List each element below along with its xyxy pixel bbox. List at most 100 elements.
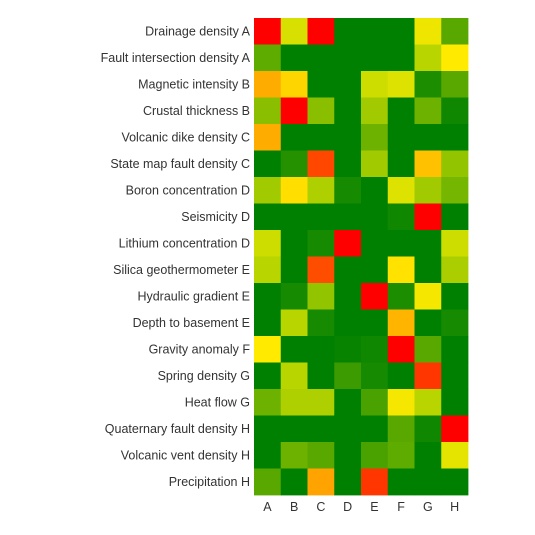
heatmap-cell bbox=[280, 283, 308, 310]
heatmap-cell bbox=[334, 309, 362, 337]
heatmap-cell bbox=[280, 97, 308, 125]
row-label: Gravity anomaly F bbox=[149, 342, 251, 356]
heatmap-cell bbox=[307, 309, 335, 337]
heatmap-cell bbox=[387, 415, 415, 443]
heatmap-cell bbox=[280, 256, 308, 284]
heatmap-cell bbox=[307, 18, 335, 45]
heatmap-cell bbox=[280, 150, 308, 178]
heatmap-cell bbox=[254, 309, 282, 337]
heatmap-cell bbox=[334, 389, 362, 416]
heatmap-cell bbox=[441, 415, 469, 443]
heatmap-cell bbox=[441, 389, 469, 416]
heatmap-cell bbox=[387, 177, 415, 204]
heatmap-cell bbox=[254, 177, 282, 204]
heatmap-cell bbox=[441, 150, 469, 178]
heatmap-cell bbox=[361, 203, 389, 231]
heatmap-cell bbox=[334, 230, 362, 257]
heatmap-cell bbox=[361, 256, 389, 284]
heatmap-cell bbox=[441, 442, 469, 469]
heatmap-cell bbox=[254, 256, 282, 284]
heatmap-cell bbox=[254, 97, 282, 125]
row-label: Quaternary fault density H bbox=[105, 422, 250, 436]
heatmap-cell bbox=[280, 44, 308, 72]
heatmap-cell bbox=[414, 256, 442, 284]
heatmap-cell bbox=[280, 389, 308, 416]
heatmap-cell bbox=[334, 442, 362, 469]
heatmap-cell bbox=[361, 230, 389, 257]
heatmap-cell bbox=[387, 150, 415, 178]
heatmap-cell bbox=[334, 256, 362, 284]
heatmap-cell bbox=[414, 150, 442, 178]
heatmap-cell bbox=[387, 18, 415, 45]
heatmap-cell bbox=[307, 150, 335, 178]
column-label: E bbox=[370, 500, 378, 514]
heatmap-cell bbox=[307, 362, 335, 390]
heatmap-cell bbox=[334, 203, 362, 231]
heatmap-cell bbox=[280, 18, 308, 45]
heatmap-cell bbox=[441, 71, 469, 98]
heatmap-cell bbox=[361, 150, 389, 178]
heatmap-cell bbox=[414, 362, 442, 390]
heatmap-cell bbox=[280, 415, 308, 443]
column-label: C bbox=[316, 500, 325, 514]
heatmap-cell bbox=[441, 309, 469, 337]
heatmap-cell bbox=[361, 44, 389, 72]
heatmap-cell bbox=[414, 336, 442, 363]
heatmap-cell bbox=[280, 442, 308, 469]
heatmap-cell bbox=[414, 389, 442, 416]
row-label: Volcanic dike density C bbox=[121, 130, 250, 144]
heatmap-cell bbox=[414, 97, 442, 125]
row-label: Heat flow G bbox=[185, 395, 250, 409]
heatmap-cell bbox=[254, 230, 282, 257]
heatmap-cell bbox=[361, 468, 389, 496]
heatmap-cell bbox=[387, 362, 415, 390]
row-label: Crustal thickness B bbox=[143, 104, 250, 118]
heatmap-cell bbox=[361, 415, 389, 443]
heatmap-cell bbox=[254, 389, 282, 416]
heatmap-cell bbox=[361, 177, 389, 204]
heatmap-cell bbox=[254, 124, 282, 151]
heatmap-cell bbox=[254, 442, 282, 469]
heatmap-cell bbox=[361, 71, 389, 98]
heatmap-cell bbox=[387, 44, 415, 72]
heatmap-cell bbox=[414, 230, 442, 257]
heatmap-cell bbox=[361, 18, 389, 45]
heatmap-cell bbox=[387, 442, 415, 469]
heatmap-cell bbox=[307, 283, 335, 310]
heatmap-cell bbox=[334, 468, 362, 496]
heatmap-cell bbox=[254, 44, 282, 72]
heatmap-cell bbox=[280, 71, 308, 98]
row-label: Hydraulic gradient E bbox=[137, 289, 250, 303]
heatmap-cell bbox=[307, 442, 335, 469]
heatmap-cell bbox=[334, 415, 362, 443]
heatmap-cell bbox=[414, 124, 442, 151]
heatmap-cell bbox=[334, 71, 362, 98]
heatmap-cell bbox=[441, 230, 469, 257]
heatmap-cell bbox=[254, 18, 282, 45]
heatmap-cells bbox=[254, 18, 469, 496]
heatmap-cell bbox=[307, 468, 335, 496]
heatmap-cell bbox=[387, 468, 415, 496]
heatmap-cell bbox=[441, 336, 469, 363]
heatmap-cell bbox=[387, 256, 415, 284]
column-label: F bbox=[397, 500, 405, 514]
heatmap-cell bbox=[254, 468, 282, 496]
row-labels: Drainage density A Fault intersection den… bbox=[101, 24, 251, 489]
heatmap-cell bbox=[280, 309, 308, 337]
column-label: B bbox=[290, 500, 298, 514]
heatmap-cell bbox=[441, 44, 469, 72]
heatmap-cell bbox=[334, 44, 362, 72]
heatmap-cell bbox=[361, 362, 389, 390]
heatmap-cell bbox=[441, 256, 469, 284]
heatmap-cell bbox=[307, 177, 335, 204]
heatmap-cell bbox=[414, 283, 442, 310]
heatmap-cell bbox=[307, 230, 335, 257]
heatmap-cell bbox=[280, 468, 308, 496]
heatmap-cell bbox=[334, 283, 362, 310]
heatmap-cell bbox=[307, 203, 335, 231]
heatmap-cell bbox=[254, 415, 282, 443]
heatmap-cell bbox=[441, 203, 469, 231]
heatmap-cell bbox=[387, 71, 415, 98]
heatmap-cell bbox=[414, 442, 442, 469]
